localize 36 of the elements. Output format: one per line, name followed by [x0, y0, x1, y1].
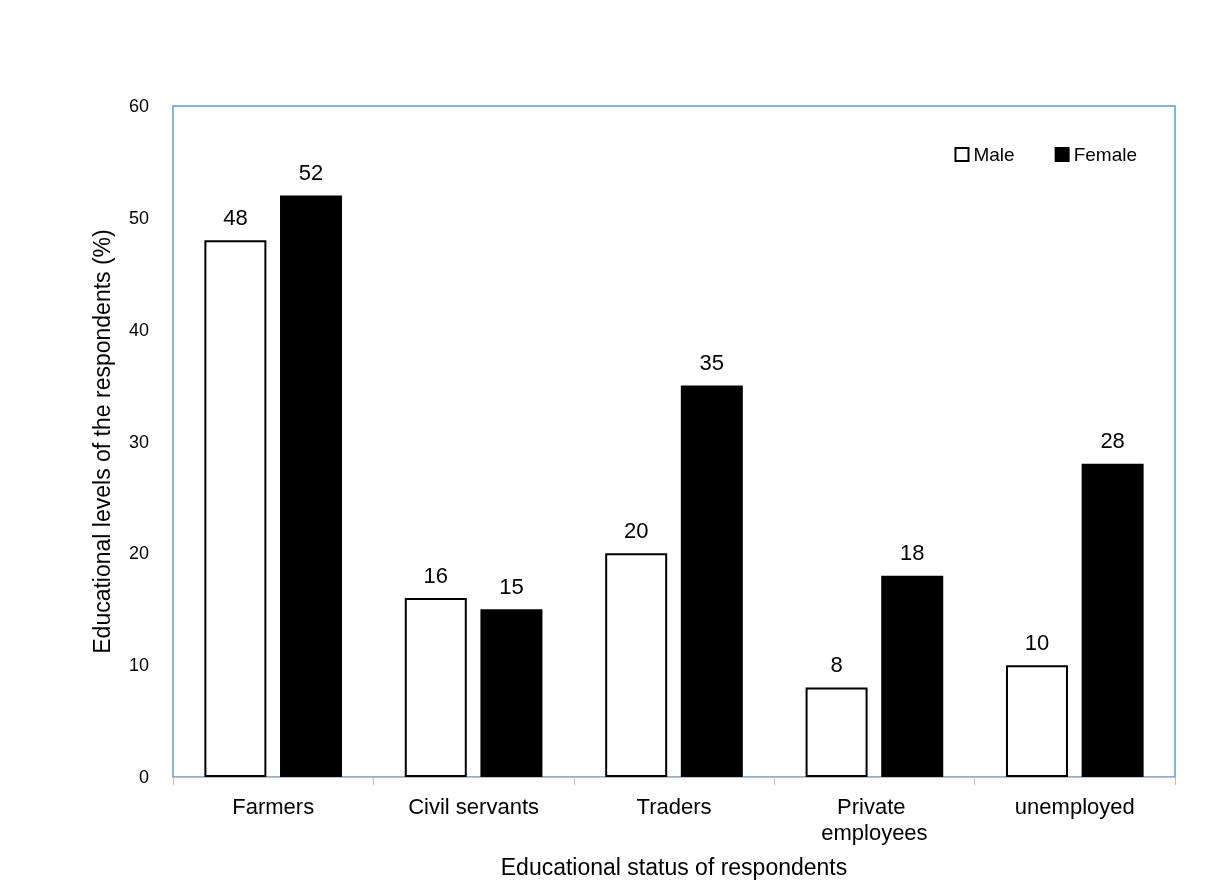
- bar: [480, 609, 543, 777]
- bar: [404, 598, 467, 777]
- y-tick-label: 50: [128, 207, 149, 228]
- data-label: 52: [298, 159, 324, 185]
- data-label: 48: [223, 204, 248, 230]
- bar: [1081, 463, 1144, 777]
- x-tick-label: Private employees: [821, 793, 928, 845]
- bar: [280, 195, 343, 777]
- y-axis-title: Educational levels of the respondents (%): [88, 229, 115, 654]
- x-tick-label: Traders: [636, 793, 712, 819]
- y-tick-label: 20: [128, 543, 149, 564]
- data-label: 20: [623, 517, 649, 543]
- bar: [680, 385, 743, 777]
- data-label: 35: [699, 350, 725, 376]
- data-label: 16: [423, 562, 449, 588]
- data-label: 10: [1024, 629, 1050, 655]
- x-tick-label: Farmers: [232, 793, 315, 819]
- data-label: 15: [499, 573, 524, 599]
- x-axis-title: Educational status of respondents: [500, 853, 848, 880]
- y-tick-label: 0: [138, 767, 149, 787]
- data-label: 8: [830, 652, 843, 678]
- data-label: 18: [899, 540, 925, 566]
- legend-label: Male: [973, 144, 1015, 165]
- x-tick-label: Civil servants: [408, 793, 540, 819]
- bar: [204, 240, 267, 777]
- data-label: 28: [1100, 428, 1125, 454]
- x-tick-label: unemployed: [1014, 793, 1135, 819]
- bar: [881, 575, 944, 777]
- bar: [805, 687, 868, 777]
- y-tick-label: 40: [128, 319, 149, 340]
- bar: [605, 553, 668, 777]
- bar: [1005, 665, 1068, 777]
- y-tick-label: 10: [128, 655, 149, 676]
- y-tick-label: 60: [128, 96, 149, 116]
- y-tick-label: 30: [128, 431, 149, 452]
- legend-label: Female: [1073, 144, 1137, 165]
